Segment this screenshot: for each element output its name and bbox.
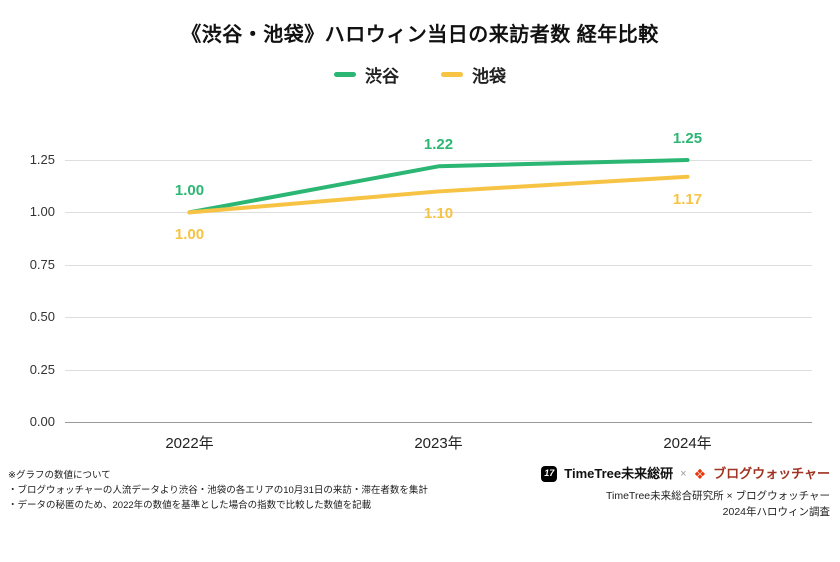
footnotes: ※グラフの数値について・ブログウォッチャーの人流データより渋谷・池袋の各エリアの… [8, 468, 428, 514]
x-axis-tick-label: 2022年 [165, 435, 214, 452]
data-label: 1.00 [174, 226, 205, 244]
data-label: 1.10 [423, 205, 454, 223]
legend-item-池袋: 池袋 [441, 62, 506, 87]
gridline [65, 317, 812, 319]
gridline [65, 264, 812, 266]
legend: 渋谷 池袋 [0, 62, 840, 87]
data-label: 1.25 [672, 130, 703, 147]
data-label: 1.17 [672, 190, 703, 208]
x-axis-line [65, 422, 812, 423]
credits: 17 TimeTree未来総研 × ❖ ブログウォッチャー TimeTree未来… [541, 464, 830, 521]
chart-title: 《渋谷・池袋》ハロウィン当日の来訪者数 経年比較 [181, 24, 659, 46]
footnote-line: ※グラフの数値について [8, 470, 111, 481]
blogwatcher-logo-text: ブログウォッチャー [713, 466, 830, 481]
series-line-渋谷 [187, 158, 690, 215]
y-axis-tick-label: 1.25 [29, 152, 55, 167]
blogwatcher-logo-icon: ❖ [693, 466, 707, 483]
y-axis-tick-label: 0.25 [29, 361, 55, 377]
legend-swatch [441, 72, 463, 77]
legend-item-渋谷: 渋谷 [334, 62, 399, 87]
gridline [65, 369, 812, 371]
y-axis-tick-label: 1.00 [29, 204, 55, 220]
data-label: 1.00 [174, 182, 205, 200]
series-line-池袋 [187, 174, 690, 215]
gridline [65, 212, 812, 214]
legend-label: 渋谷 [365, 67, 399, 86]
logo-separator: × [680, 467, 687, 480]
x-axis-tick-label: 2023年 [414, 435, 463, 452]
y-axis-tick-label: 0.75 [29, 256, 55, 272]
credit-line-2: 2024年ハロウィン調査 [722, 506, 830, 519]
footnote-line: ・ブログウォッチャーの人流データより渋谷・池袋の各エリアの10月31日の来訪・滞… [8, 485, 428, 497]
y-axis-tick-label: 0.50 [29, 309, 55, 325]
gridline [65, 160, 812, 161]
credit-logo-row: 17 TimeTree未来総研 × ❖ ブログウォッチャー [541, 464, 830, 484]
timetree-logo-icon: 17 [541, 466, 558, 483]
y-axis-tick-label: 0.00 [29, 414, 55, 429]
footnote-line: ・データの秘匿のため、2022年の数値を基準とした場合の指数で比較した数値を記載 [8, 500, 372, 512]
legend-label: 池袋 [472, 67, 506, 86]
legend-swatch [334, 72, 356, 77]
timetree-logo-text: TimeTree未来総研 [564, 466, 674, 481]
data-label: 1.22 [423, 136, 454, 154]
x-axis-tick-label: 2024年 [663, 435, 712, 452]
credit-line-1: TimeTree未来総合研究所 × ブログウォッチャー [605, 490, 830, 503]
